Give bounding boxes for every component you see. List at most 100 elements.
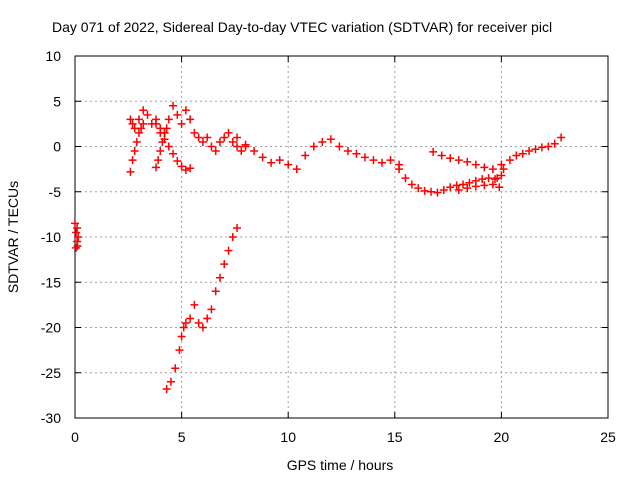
data-point [480,163,489,172]
y-tick-label: -25 [41,365,61,381]
data-point [446,154,455,163]
data-point [446,183,455,192]
data-point [369,156,378,165]
data-point [557,133,566,142]
data-point [497,171,506,180]
data-point [156,128,165,137]
data-point [194,318,203,327]
data-point [544,142,553,151]
data-point [454,185,463,194]
data-point [335,142,344,151]
data-point [233,133,242,142]
data-point [518,149,527,158]
data-point [318,137,327,146]
data-point [162,385,171,394]
x-tick-label: 15 [387,429,403,445]
data-point [275,156,284,165]
data-point [220,260,229,269]
data-point [497,160,506,169]
grid [75,56,608,418]
data-point [72,228,81,237]
data-point [186,164,195,173]
series-dip-1 [126,119,148,176]
data-point [215,137,224,146]
data-point [427,187,436,196]
data-point [162,124,171,133]
data-point [164,142,173,151]
y-axis-label: SDTVAR / TECUs [5,181,21,293]
data-point [401,174,410,183]
data-point [437,151,446,160]
data-point [284,160,293,169]
data-point [471,182,480,191]
data-point [198,137,207,146]
data-point [166,377,175,386]
data-point [181,106,190,115]
data-point [459,180,468,189]
data-point [211,287,220,296]
data-point [215,273,224,282]
data-point [531,145,540,154]
series-dip-15 [395,165,506,197]
data-point [488,165,497,174]
series-branch-down [152,119,195,175]
data-point [454,156,463,165]
data-point [126,167,135,176]
data-point [228,137,237,146]
y-tick-label: -30 [41,410,61,426]
data-point [233,142,242,151]
data-point [360,153,369,162]
x-tick-label: 0 [71,429,79,445]
data-point [478,175,487,184]
data-point [186,314,195,323]
y-tick-label: -10 [41,229,61,245]
data-point [452,181,461,190]
data-points [71,101,566,394]
data-point [463,184,472,193]
y-tick-label: 0 [53,139,61,155]
data-point [499,165,508,174]
y-tick-label: 5 [53,93,61,109]
data-point [301,151,310,160]
data-point [420,186,429,195]
chart-title: Day 071 of 2022, Sidereal Day-to-day VTE… [52,19,552,35]
y-tick-label: -20 [41,320,61,336]
data-point [267,158,276,167]
data-point [130,147,139,156]
data-point [326,135,335,144]
data-point [177,119,186,128]
data-point [211,147,220,156]
data-point [137,124,146,133]
data-point [228,233,237,241]
series-dip-2 [152,124,171,172]
data-point [525,147,534,156]
data-point [203,314,212,323]
data-point [439,185,448,194]
data-point [241,140,250,149]
data-point [186,115,195,124]
y-tick-label: -15 [41,274,61,290]
data-point [537,143,546,152]
data-point [292,165,301,174]
data-point [128,156,137,165]
data-point [465,178,474,187]
data-point [237,147,246,156]
data-point [190,300,199,309]
data-point [194,133,203,142]
data-point [224,128,233,137]
data-point [550,139,559,148]
data-point [160,135,169,144]
x-tick-label: 5 [178,429,186,445]
data-point [128,119,137,128]
data-point [154,156,163,165]
data-point [471,160,480,169]
data-point [407,180,416,189]
data-point [139,106,148,115]
data-point [480,181,489,190]
data-point [220,133,229,142]
data-point [207,305,216,314]
data-point [386,156,395,165]
data-point [164,115,173,124]
data-point [179,323,188,332]
